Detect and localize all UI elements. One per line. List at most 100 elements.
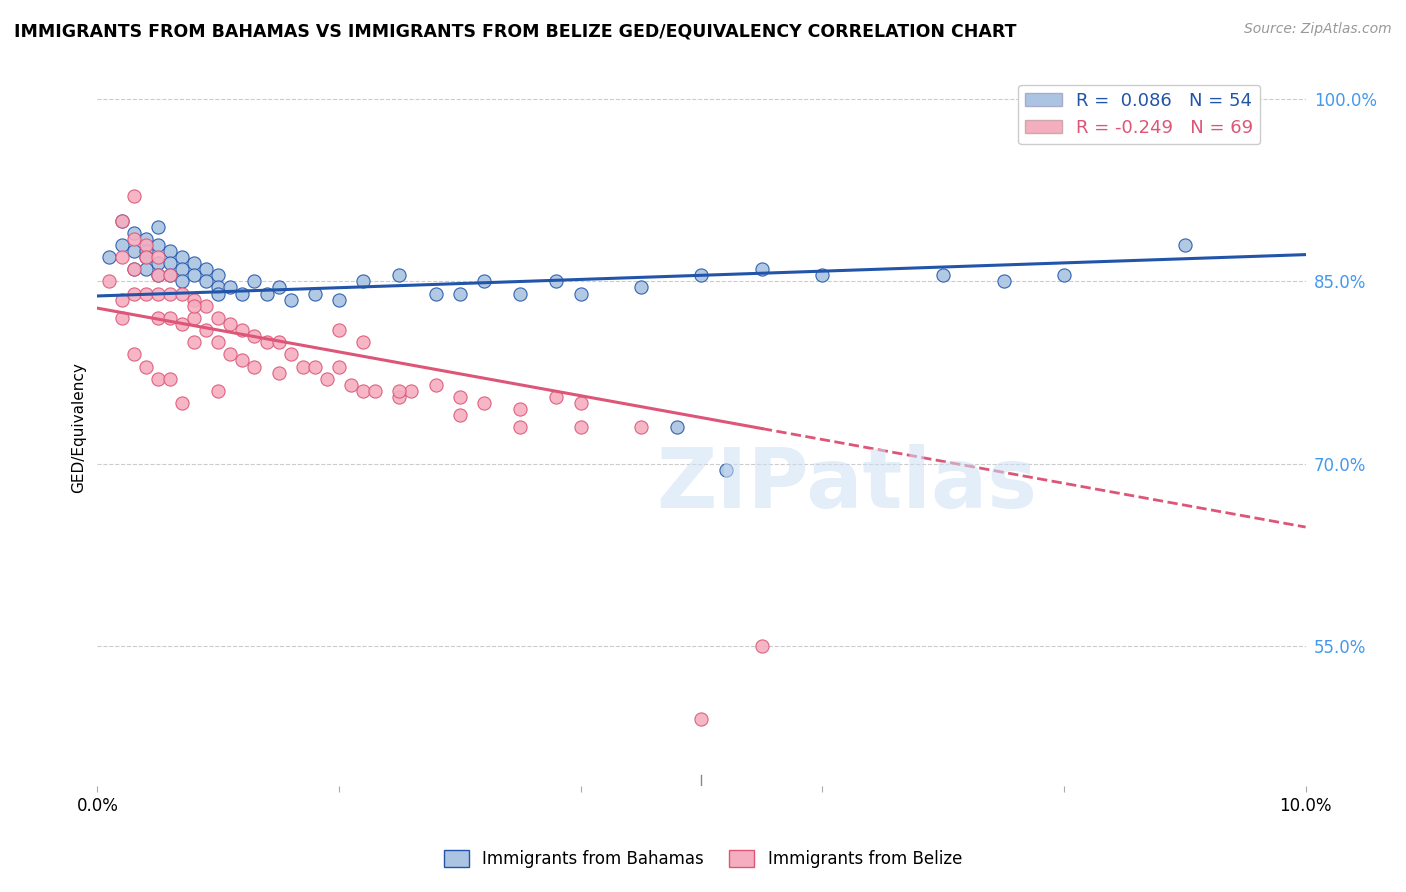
Y-axis label: GED/Equivalency: GED/Equivalency xyxy=(72,362,86,492)
Point xyxy=(110,293,132,307)
Point xyxy=(425,286,447,301)
Point xyxy=(231,286,253,301)
Point xyxy=(328,359,350,374)
Point xyxy=(122,232,145,246)
Point xyxy=(159,310,181,325)
Point xyxy=(146,268,169,283)
Point xyxy=(122,226,145,240)
Point xyxy=(195,299,218,313)
Point xyxy=(183,310,205,325)
Point xyxy=(364,384,387,398)
Point xyxy=(449,286,471,301)
Point xyxy=(207,280,229,294)
Point xyxy=(449,408,471,422)
Point xyxy=(267,280,290,294)
Point xyxy=(328,293,350,307)
Point xyxy=(291,359,314,374)
Point xyxy=(135,359,157,374)
Point xyxy=(146,310,169,325)
Point xyxy=(183,299,205,313)
Point xyxy=(110,238,132,252)
Point xyxy=(159,244,181,258)
Point xyxy=(304,359,326,374)
Point xyxy=(256,286,278,301)
Point xyxy=(569,420,592,434)
Point xyxy=(304,286,326,301)
Point xyxy=(183,256,205,270)
Point xyxy=(219,347,242,361)
Point xyxy=(110,250,132,264)
Point xyxy=(630,280,652,294)
Point xyxy=(352,384,374,398)
Point xyxy=(546,274,568,288)
Point xyxy=(110,310,132,325)
Point xyxy=(207,268,229,283)
Point xyxy=(110,213,132,227)
Text: Source: ZipAtlas.com: Source: ZipAtlas.com xyxy=(1244,22,1392,37)
Point xyxy=(328,323,350,337)
Point xyxy=(170,250,193,264)
Point xyxy=(751,640,773,654)
Point xyxy=(135,262,157,277)
Point xyxy=(340,377,363,392)
Point xyxy=(183,335,205,350)
Point xyxy=(219,280,242,294)
Point xyxy=(98,250,121,264)
Point xyxy=(159,372,181,386)
Point xyxy=(388,390,411,404)
Point xyxy=(122,262,145,277)
Point xyxy=(135,250,157,264)
Point xyxy=(183,268,205,283)
Point xyxy=(207,286,229,301)
Legend: R =  0.086   N = 54, R = -0.249   N = 69: R = 0.086 N = 54, R = -0.249 N = 69 xyxy=(1018,85,1260,145)
Point xyxy=(509,402,531,417)
Point xyxy=(267,335,290,350)
Point xyxy=(569,396,592,410)
Point xyxy=(231,353,253,368)
Point xyxy=(170,262,193,277)
Point xyxy=(146,268,169,283)
Point xyxy=(110,213,132,227)
Point xyxy=(146,256,169,270)
Point xyxy=(135,232,157,246)
Point xyxy=(316,372,339,386)
Point xyxy=(449,390,471,404)
Point xyxy=(146,286,169,301)
Point xyxy=(243,359,266,374)
Point xyxy=(159,286,181,301)
Point xyxy=(207,384,229,398)
Legend: Immigrants from Bahamas, Immigrants from Belize: Immigrants from Bahamas, Immigrants from… xyxy=(437,843,969,875)
Point xyxy=(243,274,266,288)
Point xyxy=(666,420,689,434)
Point xyxy=(388,268,411,283)
Point xyxy=(122,189,145,203)
Point xyxy=(401,384,423,398)
Point xyxy=(472,396,495,410)
Point xyxy=(195,262,218,277)
Point xyxy=(751,262,773,277)
Point xyxy=(472,274,495,288)
Point xyxy=(146,219,169,234)
Point xyxy=(170,286,193,301)
Point xyxy=(135,238,157,252)
Point xyxy=(256,335,278,350)
Point xyxy=(135,244,157,258)
Point xyxy=(146,238,169,252)
Point xyxy=(183,293,205,307)
Point xyxy=(231,323,253,337)
Point xyxy=(714,463,737,477)
Point xyxy=(122,244,145,258)
Point xyxy=(122,347,145,361)
Point xyxy=(546,390,568,404)
Point xyxy=(219,317,242,331)
Point xyxy=(388,384,411,398)
Point xyxy=(690,712,713,726)
Point xyxy=(207,335,229,350)
Point xyxy=(352,274,374,288)
Point xyxy=(509,286,531,301)
Point xyxy=(509,420,531,434)
Point xyxy=(122,262,145,277)
Point xyxy=(1174,238,1197,252)
Point xyxy=(993,274,1015,288)
Point xyxy=(425,377,447,392)
